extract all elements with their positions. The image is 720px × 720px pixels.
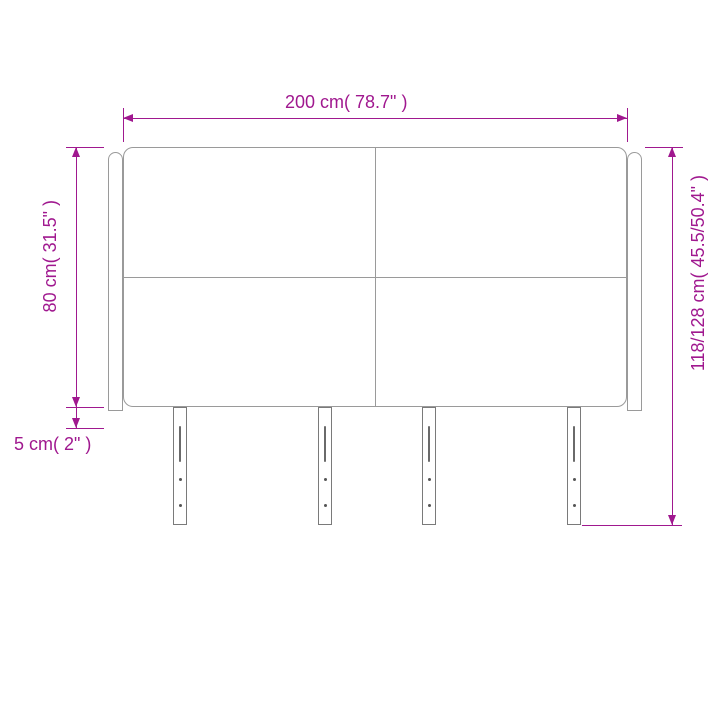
dim-width-label: 200 cm( 78.7" ) bbox=[285, 92, 407, 113]
dim-top-arrow-right bbox=[617, 114, 627, 122]
dim-right-tick-bot bbox=[582, 525, 682, 526]
seam-horizontal bbox=[123, 277, 627, 278]
dim-panel-height-label: 80 cm( 31.5" ) bbox=[40, 200, 61, 312]
dim-flap-tick-bot bbox=[66, 428, 104, 429]
leg-3 bbox=[422, 407, 436, 525]
diagram-stage: 200 cm( 78.7" ) 80 cm( 31.5" ) 5 cm( 2" … bbox=[0, 0, 720, 720]
flap-right bbox=[627, 152, 642, 411]
dim-top-line bbox=[123, 118, 627, 119]
dim-right-arrow-down bbox=[668, 515, 676, 525]
dim-right-tick-top bbox=[645, 147, 683, 148]
dim-right-line bbox=[672, 147, 673, 525]
leg-1 bbox=[173, 407, 187, 525]
dim-left-arrow-up bbox=[72, 147, 80, 157]
dim-flap-arrow-down bbox=[72, 418, 80, 428]
dim-total-height-label: 118/128 cm( 45.5/50.4" ) bbox=[688, 175, 709, 371]
dim-top-tick-right bbox=[627, 108, 628, 142]
leg-2 bbox=[318, 407, 332, 525]
dim-left-tick-bot bbox=[66, 407, 104, 408]
dim-right-arrow-up bbox=[668, 147, 676, 157]
dim-top-arrow-left bbox=[123, 114, 133, 122]
dim-flap-depth-label: 5 cm( 2" ) bbox=[14, 434, 91, 455]
flap-left bbox=[108, 152, 123, 411]
leg-4 bbox=[567, 407, 581, 525]
dim-left-arrow-down bbox=[72, 397, 80, 407]
dim-left-line bbox=[76, 147, 77, 407]
